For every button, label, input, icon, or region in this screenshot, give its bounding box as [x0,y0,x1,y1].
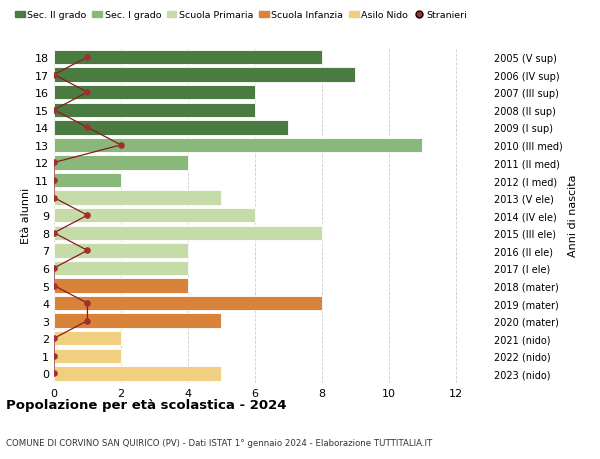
Text: COMUNE DI CORVINO SAN QUIRICO (PV) - Dati ISTAT 1° gennaio 2024 - Elaborazione T: COMUNE DI CORVINO SAN QUIRICO (PV) - Dat… [6,438,432,448]
Point [49,177,59,185]
Bar [54,86,255,100]
Point [83,317,92,325]
Bar [54,244,188,258]
Bar [54,208,255,223]
Bar [54,191,221,205]
Point [83,247,92,254]
Point [49,230,59,237]
Bar [54,138,422,153]
Point [49,72,59,79]
Bar [54,331,121,346]
Bar [54,314,221,328]
Point [83,89,92,96]
Point [83,300,92,307]
Point [49,370,59,377]
Point [49,195,59,202]
Point [49,265,59,272]
Point [49,159,59,167]
Point [116,142,126,149]
Y-axis label: Età alunni: Età alunni [21,188,31,244]
Bar [54,261,188,275]
Bar [54,121,288,135]
Point [49,282,59,290]
Bar [54,174,121,188]
Bar [54,50,322,65]
Point [83,212,92,219]
Bar [54,103,255,118]
Bar [54,366,221,381]
Bar [54,349,121,363]
Point [49,353,59,360]
Point [49,107,59,114]
Bar [54,279,188,293]
Bar [54,156,188,170]
Bar [54,296,322,311]
Bar [54,68,355,83]
Y-axis label: Anni di nascita: Anni di nascita [568,174,578,257]
Point [83,54,92,62]
Point [49,335,59,342]
Legend: Sec. II grado, Sec. I grado, Scuola Primaria, Scuola Infanzia, Asilo Nido, Stran: Sec. II grado, Sec. I grado, Scuola Prim… [11,8,471,24]
Point [83,124,92,132]
Bar [54,226,322,241]
Text: Popolazione per età scolastica - 2024: Popolazione per età scolastica - 2024 [6,398,287,411]
